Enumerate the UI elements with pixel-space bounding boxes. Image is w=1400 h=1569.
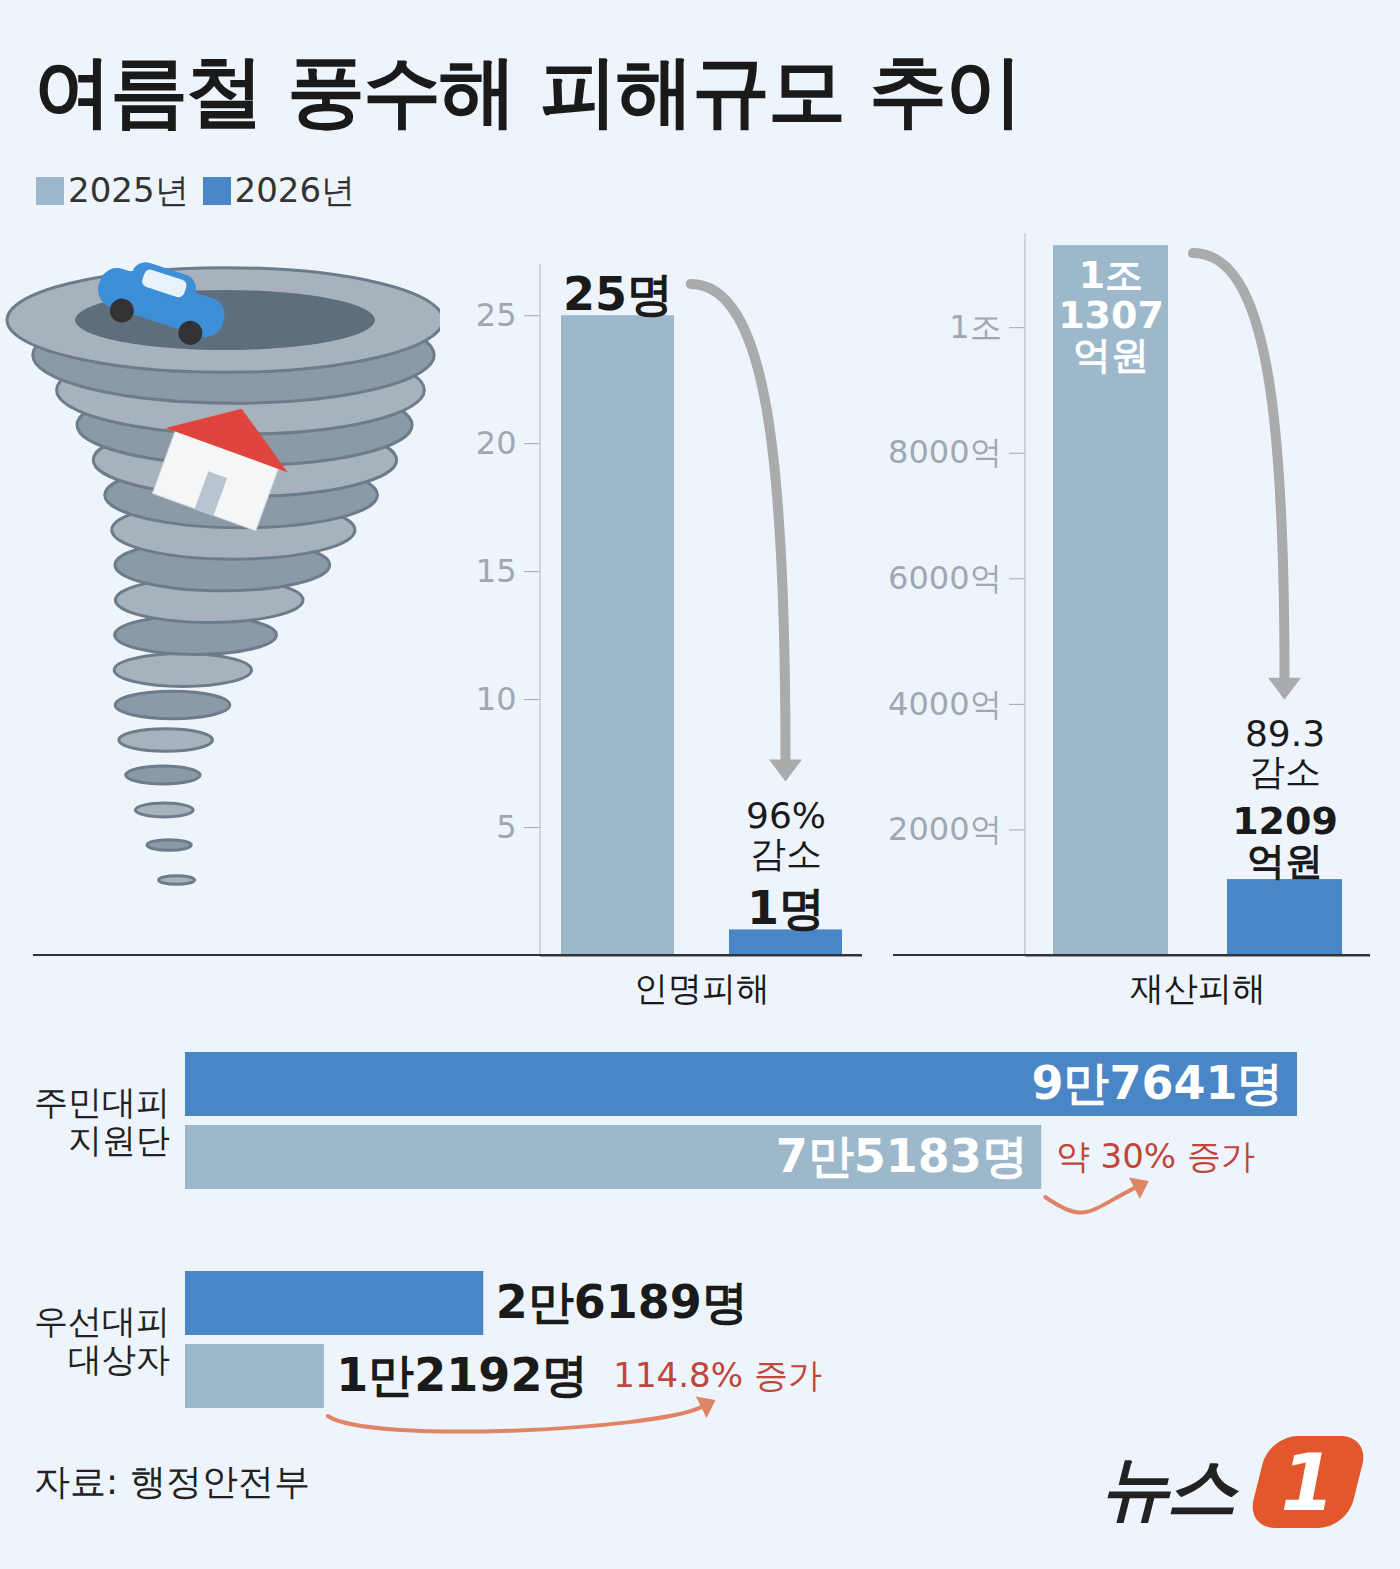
svg-text:9만7641명: 9만7641명 [1031, 1056, 1283, 1110]
svg-text:8000억: 8000억 [888, 433, 1001, 471]
svg-text:2만6189명: 2만6189명 [496, 1275, 748, 1329]
svg-text:1만2192명: 1만2192명 [336, 1348, 588, 1402]
html-text:자료: 행정안전부: 자료: 행정안전부 [34, 1461, 310, 1502]
html-text:1: 1 [1280, 1438, 1335, 1528]
html-text:2026년: 2026년 [234, 170, 356, 210]
svg-text:약 30% 증가: 약 30% 증가 [1056, 1136, 1255, 1176]
svg-text:5: 5 [496, 808, 516, 846]
svg-text:재산피해: 재산피해 [1130, 968, 1266, 1008]
svg-text:114.8% 증가: 114.8% 증가 [613, 1355, 821, 1395]
svg-text:25명: 25명 [563, 267, 673, 321]
svg-text:인명피해: 인명피해 [634, 968, 770, 1008]
svg-text:1명: 1명 [747, 881, 825, 935]
svg-text:10: 10 [476, 680, 517, 718]
svg-text:1조: 1조 [949, 308, 1001, 346]
svg-text:15: 15 [476, 552, 517, 590]
svg-text:20: 20 [476, 424, 517, 462]
html-text:2025년: 2025년 [68, 170, 189, 210]
html-text:여름철 풍수해 피해규모 추이: 여름철 풍수해 피해규모 추이 [34, 46, 1022, 136]
svg-text:2000억: 2000억 [888, 810, 1001, 848]
svg-text:주민대피지원단: 주민대피지원단 [34, 1082, 170, 1159]
svg-text:4000억: 4000억 [888, 685, 1001, 723]
svg-text:6000억: 6000억 [888, 559, 1001, 597]
svg-text:96%감소: 96%감소 [746, 795, 826, 874]
svg-text:7만5183명: 7만5183명 [776, 1129, 1028, 1183]
svg-text:89.3감소: 89.3감소 [1245, 713, 1325, 792]
svg-text:우선대피대상자: 우선대피대상자 [34, 1301, 170, 1378]
svg-text:1209억원: 1209억원 [1232, 799, 1338, 883]
html-text:뉴스: 뉴스 [1100, 1447, 1234, 1529]
svg-text:1조1307억원: 1조1307억원 [1058, 253, 1164, 377]
svg-text:25: 25 [476, 296, 517, 334]
